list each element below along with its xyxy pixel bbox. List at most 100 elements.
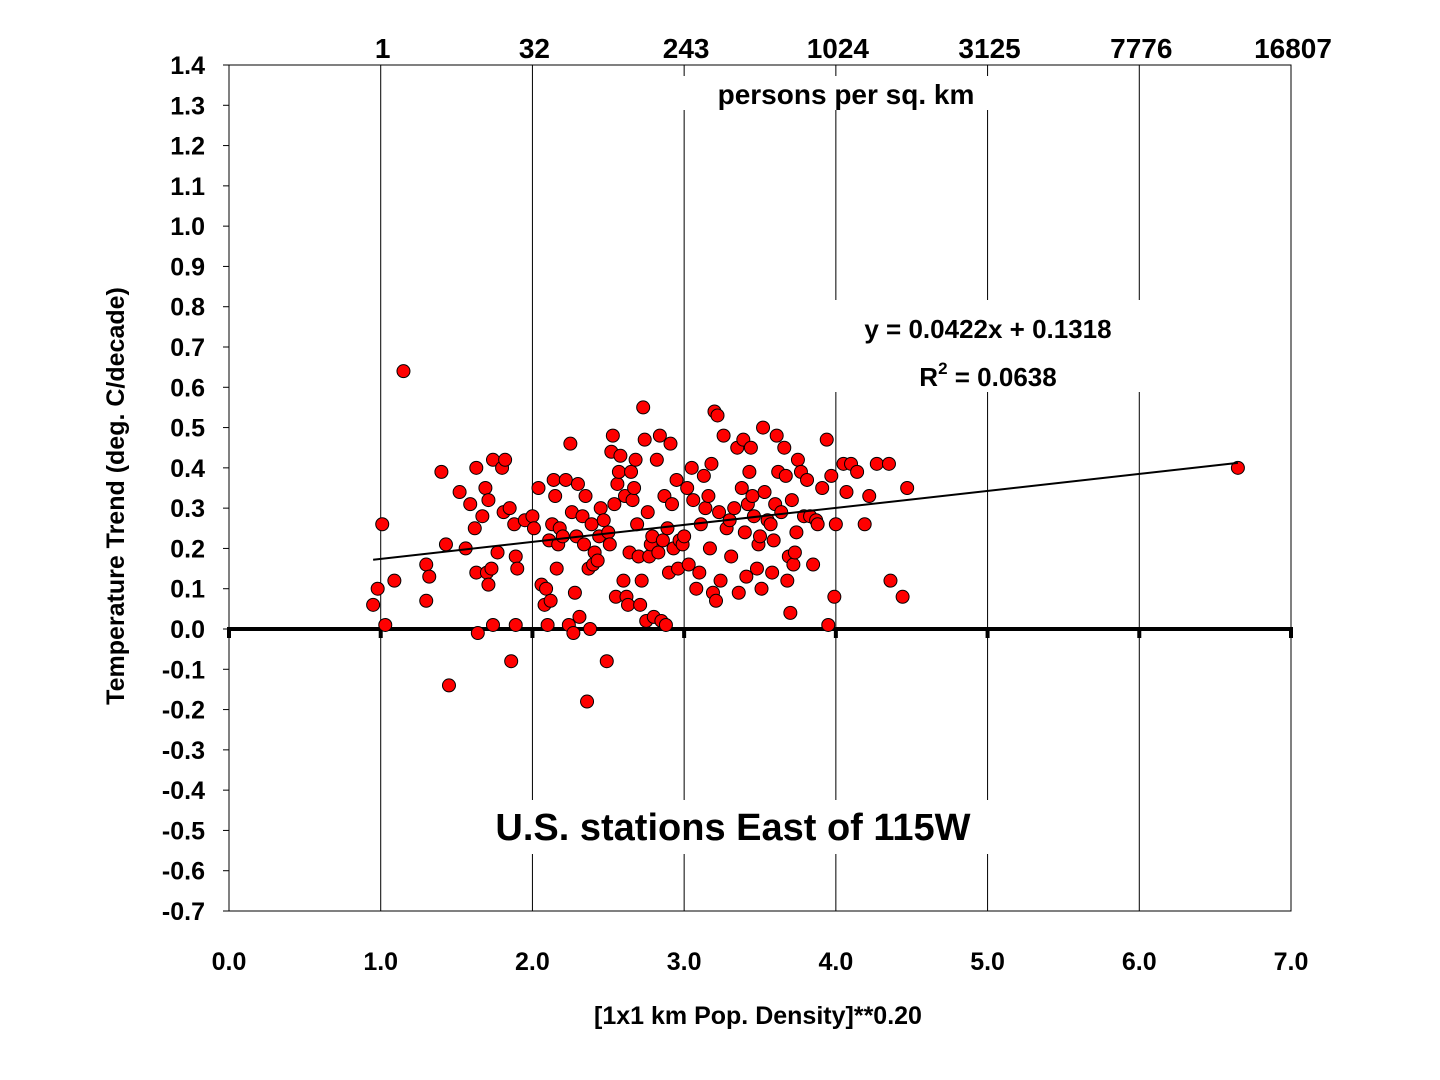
data-point bbox=[696, 468, 711, 483]
data-point bbox=[850, 464, 865, 479]
data-point bbox=[753, 529, 767, 544]
data-point bbox=[806, 557, 821, 572]
x-tick-label: 7.0 bbox=[1274, 948, 1309, 976]
data-point bbox=[881, 456, 896, 471]
top-axis-label-box bbox=[676, 76, 1018, 110]
data-point bbox=[745, 489, 760, 504]
data-point bbox=[681, 557, 696, 572]
y-tick-label: 0.7 bbox=[170, 334, 205, 362]
y-tick-label: 0.8 bbox=[170, 294, 205, 322]
data-point bbox=[777, 440, 792, 455]
x-axis-ticks: 0.0 1.0 2.0 3.0 4.0 5.0 6.0 7.0 bbox=[212, 948, 1309, 976]
data-point bbox=[526, 521, 541, 536]
data-point bbox=[525, 509, 540, 524]
data-point bbox=[734, 481, 749, 495]
data-point bbox=[475, 509, 490, 524]
data-point bbox=[441, 678, 456, 693]
data-point bbox=[787, 545, 802, 560]
data-point bbox=[484, 561, 499, 576]
y-tick-label: -0.2 bbox=[162, 697, 205, 725]
data-point bbox=[607, 497, 622, 512]
data-point bbox=[549, 561, 564, 576]
data-point bbox=[627, 481, 642, 495]
data-point bbox=[710, 408, 725, 423]
data-point bbox=[709, 593, 724, 608]
data-point bbox=[900, 481, 915, 495]
y-tick-label: 0.9 bbox=[170, 253, 205, 281]
data-point bbox=[680, 481, 695, 495]
y-tick-label: 1.4 bbox=[170, 52, 205, 80]
data-point bbox=[883, 573, 898, 588]
data-point bbox=[756, 420, 771, 435]
data-point bbox=[546, 472, 561, 487]
data-point bbox=[624, 464, 639, 479]
data-point bbox=[419, 557, 434, 572]
x-axis-label: [1x1 km Pop. Density]**0.20 bbox=[594, 1002, 922, 1030]
data-point bbox=[783, 605, 798, 620]
data-point bbox=[692, 565, 707, 580]
data-point bbox=[784, 493, 799, 508]
data-point bbox=[739, 569, 754, 584]
data-point bbox=[490, 545, 505, 560]
data-point bbox=[539, 581, 554, 596]
y-tick-label: 0.1 bbox=[170, 576, 205, 604]
data-point bbox=[434, 464, 449, 479]
data-point bbox=[742, 464, 757, 479]
data-point bbox=[839, 485, 854, 500]
data-point bbox=[563, 436, 578, 451]
data-point bbox=[366, 597, 381, 612]
data-point bbox=[531, 481, 546, 495]
y-tick-label: -0.4 bbox=[162, 777, 205, 805]
data-point bbox=[611, 464, 626, 479]
top-tick-label: 16807 bbox=[1254, 33, 1332, 64]
data-point bbox=[704, 456, 719, 471]
data-point bbox=[602, 537, 617, 552]
data-point bbox=[570, 476, 585, 491]
data-point bbox=[580, 694, 595, 709]
data-point bbox=[857, 517, 872, 532]
data-points bbox=[366, 364, 1245, 709]
x-tick-label: 3.0 bbox=[667, 948, 702, 976]
top-tick-label: 3125 bbox=[958, 33, 1020, 64]
data-point bbox=[658, 617, 673, 632]
data-point bbox=[651, 545, 666, 560]
data-point bbox=[765, 565, 780, 580]
top-tick-label: 1024 bbox=[807, 33, 870, 64]
top-tick-label: 243 bbox=[663, 33, 710, 64]
data-point bbox=[677, 529, 692, 544]
data-point bbox=[689, 581, 704, 596]
data-point bbox=[698, 501, 713, 516]
vertical-gridlines bbox=[380, 65, 1140, 911]
top-tick-label: 1 bbox=[375, 33, 391, 64]
data-point bbox=[757, 485, 772, 500]
y-tick-label: -0.7 bbox=[162, 898, 205, 926]
y-tick-label: -0.3 bbox=[162, 737, 205, 765]
x-tick-label: 5.0 bbox=[970, 948, 1005, 976]
data-point bbox=[819, 432, 834, 447]
data-point bbox=[824, 468, 839, 483]
data-point bbox=[621, 597, 636, 612]
trendline bbox=[373, 461, 1239, 561]
data-point bbox=[596, 513, 611, 528]
top-axis-ticks: 1 32 243 1024 3125 7776 16807 bbox=[375, 33, 1332, 64]
data-point bbox=[566, 626, 581, 641]
data-point bbox=[731, 585, 746, 600]
top-tick-label: 7776 bbox=[1110, 33, 1172, 64]
data-point bbox=[481, 577, 496, 592]
data-point bbox=[821, 617, 836, 632]
data-point bbox=[727, 501, 742, 516]
data-point bbox=[478, 481, 493, 495]
data-point bbox=[637, 432, 652, 447]
data-point bbox=[815, 481, 830, 495]
x-tick-label: 6.0 bbox=[1122, 948, 1157, 976]
data-point bbox=[862, 489, 877, 504]
data-point bbox=[375, 517, 390, 532]
data-point bbox=[599, 654, 614, 669]
y-tick-label: 0.5 bbox=[170, 415, 205, 443]
data-point bbox=[452, 485, 467, 500]
data-point bbox=[610, 476, 625, 491]
top-tick-label: 32 bbox=[519, 33, 550, 64]
data-point bbox=[613, 448, 628, 463]
data-point bbox=[583, 622, 598, 636]
